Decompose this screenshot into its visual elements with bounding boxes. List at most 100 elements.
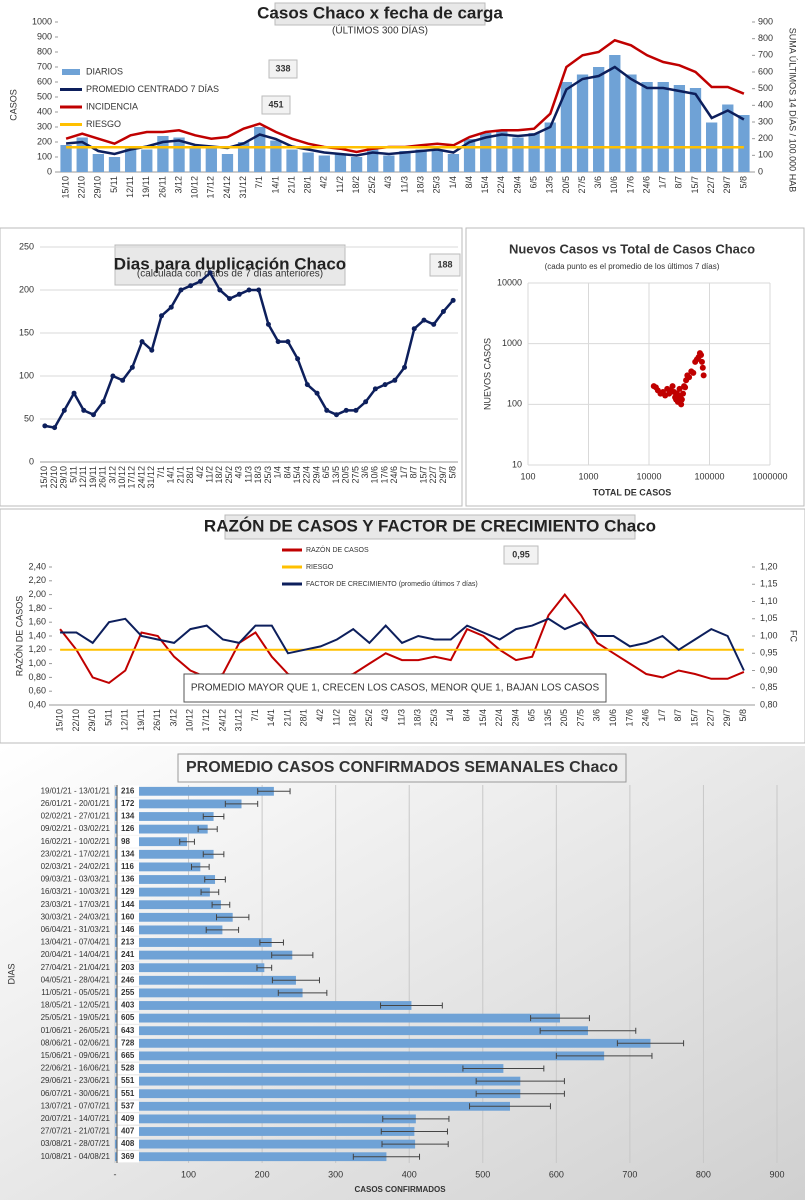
bar: [115, 925, 223, 935]
x-tick-label: 29/4: [311, 466, 321, 484]
x-tick-label: 20/5: [341, 466, 351, 484]
legend-label: DIARIOS: [86, 66, 123, 76]
point: [382, 382, 388, 388]
y2-tick-label: 200: [758, 133, 773, 143]
error-bar: [256, 964, 273, 971]
x-tick-label: 8/7: [409, 466, 419, 479]
error-bar: [380, 1128, 448, 1135]
point: [159, 313, 165, 319]
bar: [115, 975, 296, 985]
point: [392, 377, 398, 383]
point: [372, 386, 378, 392]
panel-frame: [465, 227, 805, 507]
y-tick-label: 20/04/21 - 14/04/21: [41, 950, 111, 959]
bar: [115, 1064, 504, 1073]
y-tick-label: 1000: [32, 16, 52, 26]
x-tick-label: 500: [475, 1169, 490, 1179]
x-tick-label: 29/7: [722, 176, 732, 194]
point: [700, 372, 707, 379]
y2-tick-label: 600: [758, 66, 773, 76]
y-tick-label: 01/06/21 - 26/05/21: [41, 1026, 111, 1035]
point: [227, 296, 233, 302]
value-label: 403: [121, 1001, 135, 1010]
point: [450, 297, 456, 303]
chart-title: Dias para duplicación Chaco: [114, 254, 346, 273]
bar: [270, 140, 282, 172]
bar: [115, 963, 265, 973]
x-tick-label: 11/2: [204, 466, 214, 483]
point: [343, 407, 349, 413]
bar: [383, 155, 395, 172]
x-tick-label: 25/3: [432, 176, 442, 194]
bar: [115, 1076, 521, 1086]
x-tick-label: 15/7: [418, 466, 428, 484]
y2-tick-label: 900: [758, 16, 773, 26]
y-tick-label: 700: [37, 61, 52, 71]
x-tick-label: 26/11: [157, 176, 167, 198]
panel-frame: [0, 227, 463, 507]
x-tick-label: 10/6: [609, 176, 619, 194]
bar: [115, 1026, 588, 1036]
x-tick-label: 12/11: [125, 176, 135, 198]
point: [236, 291, 242, 297]
point: [42, 423, 48, 429]
x-tick-label: 28/1: [185, 466, 195, 484]
point: [678, 396, 685, 403]
x-tick-label: 22/10: [71, 709, 81, 732]
x-tick-label: 22/4: [302, 466, 312, 484]
x-tick-label: 8/7: [673, 709, 683, 722]
point: [100, 399, 106, 405]
annotation: 0,95: [512, 549, 530, 559]
x-tick-label: 5/8: [738, 176, 748, 189]
x-tick-label: 1/4: [273, 466, 283, 479]
y2-tick-label: 1,00: [760, 630, 778, 640]
x-tick-label: 3/6: [592, 709, 602, 722]
value-label-bg: [117, 1050, 139, 1062]
y-tick-label: 16/03/21 - 10/03/21: [41, 887, 111, 896]
x-tick-label: 27/5: [577, 176, 587, 194]
y2-tick-label: 0,90: [760, 665, 778, 675]
y2-tick-label: 500: [758, 83, 773, 93]
point: [52, 425, 58, 431]
y-tick-label: 2,00: [28, 589, 46, 599]
y-tick-label: 06/04/21 - 31/03/21: [41, 925, 111, 934]
x-tick-label: 22/7: [706, 709, 716, 727]
legend-label: RAZÓN DE CASOS: [306, 545, 369, 554]
annotation: PROMEDIO MAYOR QUE 1, CRECEN LOS CASOS, …: [191, 683, 600, 694]
x-tick-label: 19/11: [141, 176, 151, 198]
value-label: 136: [121, 875, 135, 884]
value-label: 129: [121, 887, 135, 896]
bar: [254, 127, 266, 172]
annotation-box: [503, 545, 539, 565]
bar: [189, 146, 201, 172]
x-tick-label: 22/7: [428, 466, 438, 484]
value-label-bg: [117, 962, 139, 974]
x-tick-label: 27/5: [350, 466, 360, 484]
x-tick-label: 29/4: [510, 709, 520, 727]
title-box: [224, 514, 636, 540]
value-label: 551: [121, 1089, 135, 1098]
point: [81, 407, 87, 413]
value-label-bg: [117, 1062, 139, 1075]
chart-subtitle: (cada punto es el promedio de los último…: [545, 262, 720, 271]
legend-label: PROMEDIO CENTRADO 7 DÍAS: [86, 84, 219, 94]
bar: [60, 145, 72, 172]
point: [110, 373, 116, 379]
x-tick-label: 24/6: [641, 176, 651, 194]
bar: [115, 912, 233, 922]
x-tick-label: 21/1: [282, 709, 292, 727]
x-tick-label: 600: [549, 1169, 564, 1179]
point: [61, 407, 67, 413]
x-tick-label: 21/1: [175, 466, 185, 484]
value-label: 98: [121, 837, 130, 846]
point: [71, 390, 77, 396]
point: [333, 412, 339, 418]
y-tick-label: 10: [512, 459, 522, 469]
error-bar: [200, 889, 220, 896]
error-bar: [382, 1115, 450, 1122]
value-label: 172: [121, 799, 135, 808]
point: [197, 278, 203, 284]
point: [699, 364, 706, 371]
line-series: [59, 592, 745, 686]
error-bar: [616, 1040, 685, 1047]
